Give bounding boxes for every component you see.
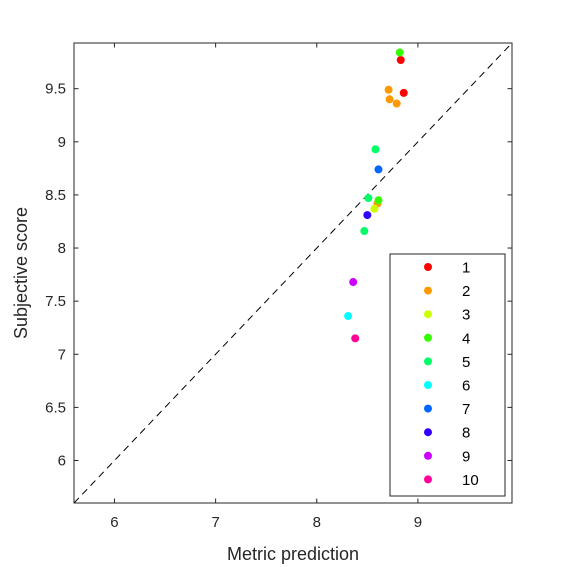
data-point-series-1 — [399, 88, 408, 97]
data-point-series-5 — [371, 145, 380, 154]
legend-marker-10 — [424, 475, 432, 484]
y-axis-label: Subjective score — [11, 207, 31, 339]
x-axis-label: Metric prediction — [227, 544, 359, 564]
legend-marker-2 — [424, 286, 432, 295]
legend-marker-3 — [424, 310, 432, 319]
legend: 1 2 3 4 5 6 7 8 9 10 — [389, 253, 506, 497]
legend-label-2: 2 — [462, 283, 470, 300]
data-point-series-8 — [363, 211, 372, 220]
x-tick-label: 8 — [313, 514, 321, 531]
data-point-series-4 — [395, 48, 404, 57]
legend-marker-6 — [424, 381, 432, 389]
legend-marker-4 — [424, 333, 432, 342]
legend-label-6: 6 — [462, 378, 470, 395]
data-point-series-10 — [351, 334, 360, 343]
legend-marker-5 — [424, 357, 432, 366]
data-point-series-6 — [344, 312, 353, 321]
legend-marker-7 — [424, 404, 432, 413]
legend-box — [389, 253, 506, 497]
legend-marker-9 — [424, 451, 432, 460]
x-tick-label: 6 — [110, 514, 118, 531]
data-point-series-4 — [374, 196, 383, 205]
x-tick-label: 7 — [211, 514, 219, 531]
legend-label-5: 5 — [462, 354, 470, 371]
legend-marker-1 — [424, 263, 432, 271]
identity-line — [73, 42, 513, 504]
data-point-series-5 — [364, 194, 373, 203]
y-tick-label: 8 — [58, 240, 66, 257]
y-tick-label: 7.5 — [45, 293, 66, 310]
tick-labels: 6 7 8 9 6 6.5 7 7.5 8 8.5 9 9.5 — [45, 81, 422, 531]
legend-marker-8 — [424, 428, 432, 437]
y-tick-label: 6 — [58, 453, 66, 470]
data-point-series-2 — [392, 99, 401, 108]
data-point-series-5 — [360, 227, 369, 236]
data-point-series-9 — [349, 278, 358, 287]
legend-label-8: 8 — [462, 425, 470, 442]
legend-label-4: 4 — [462, 330, 470, 347]
legend-label-7: 7 — [462, 401, 470, 418]
y-tick-label: 9.5 — [45, 81, 66, 98]
data-points — [344, 48, 408, 343]
legend-label-10: 10 — [462, 472, 479, 489]
data-point-series-2 — [384, 85, 393, 94]
axis-ticks — [74, 43, 512, 503]
y-tick-label: 9 — [58, 134, 66, 151]
data-point-series-7 — [374, 165, 383, 174]
y-tick-label: 6.5 — [45, 399, 66, 416]
x-tick-label: 9 — [414, 514, 422, 531]
legend-label-9: 9 — [462, 448, 470, 465]
data-point-series-2 — [385, 95, 394, 104]
data-point-series-3 — [370, 204, 379, 213]
y-tick-label: 7 — [58, 346, 66, 363]
plot-frame — [73, 42, 513, 504]
data-point-series-1 — [396, 55, 405, 64]
y-tick-label: 8.5 — [45, 187, 66, 204]
legend-label-3: 3 — [462, 307, 470, 324]
legend-label-1: 1 — [462, 260, 470, 277]
